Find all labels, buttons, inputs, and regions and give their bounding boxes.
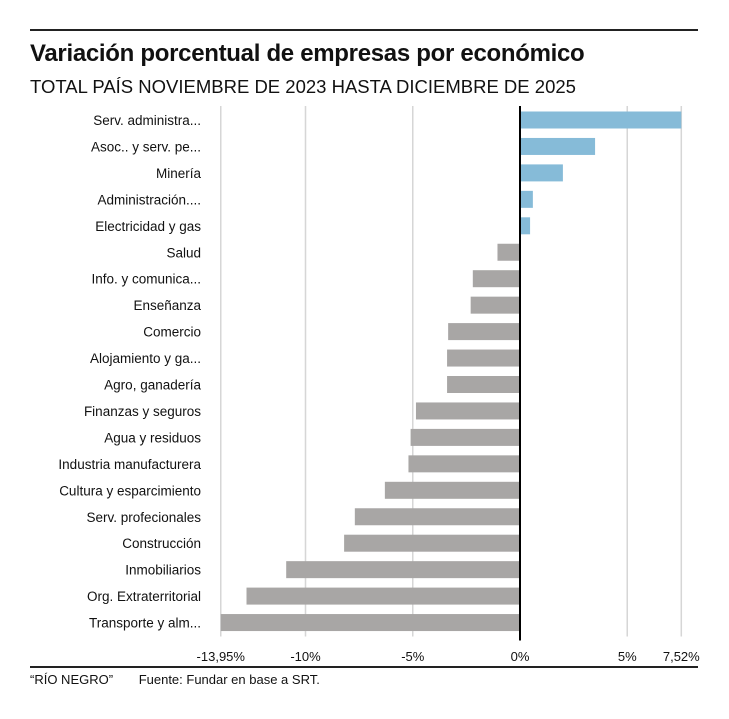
top-rule <box>30 29 698 31</box>
bar <box>520 137 596 155</box>
category-label: Agua y residuos <box>104 430 201 445</box>
footer-source: Fuente: Fundar en base a SRT. <box>138 672 320 687</box>
category-label: Org. Extraterritorial <box>87 589 201 604</box>
bar <box>447 376 520 393</box>
x-tick-label: -13,95% <box>197 649 246 664</box>
category-label: Inmobiliarios <box>125 563 201 578</box>
bar <box>384 481 520 499</box>
category-label: Industria manufacturera <box>58 457 201 472</box>
bottom-rule <box>30 666 698 668</box>
category-label: Serv. profecionales <box>86 510 201 525</box>
bar <box>354 508 520 526</box>
category-label: Minería <box>156 166 202 181</box>
bar <box>220 614 520 632</box>
bar <box>415 402 520 420</box>
bar <box>246 587 520 605</box>
category-label: Comercio <box>143 325 201 340</box>
x-tick-label: -10% <box>290 649 321 664</box>
bar <box>448 323 520 341</box>
bar <box>520 111 682 129</box>
footer: “RÍO NEGRO” Fuente: Fundar en base a SRT… <box>30 672 342 687</box>
bar <box>520 217 531 235</box>
category-label: Enseñanza <box>133 298 201 313</box>
category-label: Cultura y esparcimiento <box>59 483 201 498</box>
bar <box>497 243 520 261</box>
category-label: Asoc.. y serv. pe... <box>91 139 201 154</box>
bar <box>472 270 520 288</box>
category-label: Salud <box>166 245 201 260</box>
chart-subtitle: TOTAL PAÍS NOVIEMBRE DE 2023 HASTA DICIE… <box>30 76 576 97</box>
category-label: Serv. administra... <box>93 113 201 128</box>
footer-brand: “RÍO NEGRO” <box>30 672 114 687</box>
category-label: Agro, ganadería <box>104 378 201 393</box>
bar <box>408 455 520 473</box>
category-label: Construcción <box>122 536 201 551</box>
bar <box>520 164 563 182</box>
bar <box>344 534 520 552</box>
bar <box>470 296 520 314</box>
category-label: Info. y comunica... <box>91 272 201 287</box>
x-tick-label: -5% <box>401 649 425 664</box>
x-tick-label: 5% <box>618 649 637 664</box>
chart-title: Variación porcentual de empresas por eco… <box>30 40 585 67</box>
category-label: Transporte y alm... <box>89 616 201 631</box>
bar <box>286 561 520 579</box>
category-label: Administración.... <box>97 192 201 207</box>
x-tick-label: 7,52% <box>663 649 700 664</box>
category-label: Alojamiento y ga... <box>90 351 201 366</box>
bar <box>447 349 520 367</box>
bar <box>520 190 533 208</box>
bar <box>410 428 520 446</box>
category-label: Finanzas y seguros <box>84 404 201 419</box>
x-tick-label: 0% <box>511 649 530 664</box>
category-label: Electricidad y gas <box>95 219 201 234</box>
